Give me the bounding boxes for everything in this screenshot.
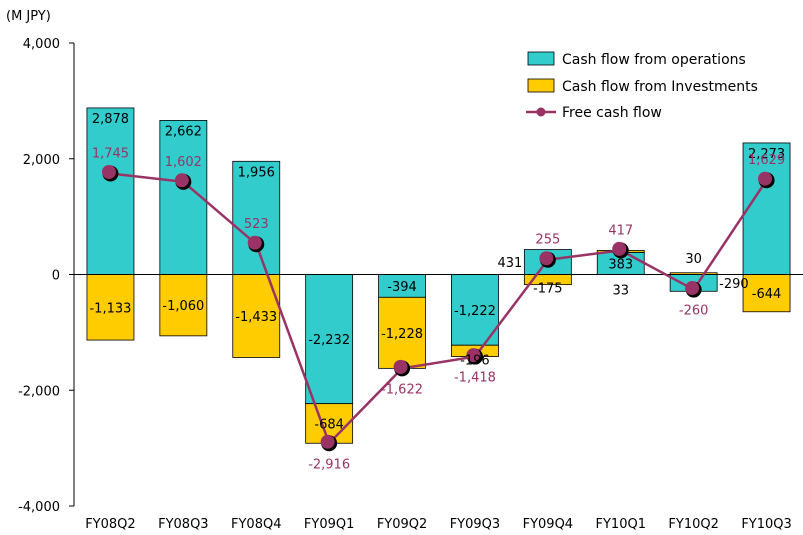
free-cash-flow-value-label: 1,602 — [165, 155, 202, 170]
free-cash-flow-point-FY10Q3 — [758, 171, 773, 186]
legend-swatch-investments — [527, 78, 555, 93]
free-cash-flow-point-FY09Q3 — [466, 348, 481, 363]
legend-swatch-operations — [527, 51, 555, 66]
free-cash-flow-point-FY08Q2 — [101, 165, 116, 180]
free-cash-flow-value-label: 417 — [608, 223, 633, 238]
operations-value-label: 383 — [608, 257, 633, 272]
free-cash-flow-point-FY10Q2 — [685, 281, 700, 296]
y-tick-label: 2,000 — [23, 153, 60, 168]
free-cash-flow-value-label: 1,745 — [92, 147, 129, 162]
operations-bar-FY08Q2 — [86, 107, 135, 275]
axes-layer: -4,000 -2,000 0 2,000 4,000 FY08Q2 FY08Q3 FY08Q… — [18, 37, 803, 532]
investments-value-label: -1,228 — [381, 327, 423, 342]
operations-value-label: 2,273 — [748, 147, 785, 162]
free-cash-flow-value-label: 523 — [244, 217, 269, 232]
operations-bar-FY08Q3 — [159, 120, 208, 275]
operations-value-label: 1,956 — [238, 165, 275, 180]
bars-layer — [86, 107, 791, 444]
free-cash-flow-value-label: 1,629 — [748, 153, 785, 168]
x-tick-label-FY10Q1: FY10Q1 — [596, 517, 646, 532]
investments-value-label: 33 — [612, 284, 629, 299]
investments-value-label: -196 — [460, 354, 490, 369]
free-cash-flow-value-label: -1,418 — [454, 371, 496, 386]
operations-value-label: -1,222 — [454, 304, 496, 319]
investments-bar-FY08Q3 — [159, 274, 208, 337]
free-cash-flow-point-FY08Q4 — [247, 235, 262, 250]
free-cash-flow-value-label: -2,916 — [308, 457, 350, 472]
investments-bar-FY08Q2 — [86, 274, 135, 341]
y-axis-unit-label: (M JPY) — [6, 9, 51, 24]
operations-value-label: -2,232 — [308, 333, 350, 348]
investments-bar-FY09Q2 — [378, 296, 426, 369]
x-tick-label-FY10Q3: FY10Q3 — [741, 517, 791, 532]
free-cash-flow-point-FY09Q4 — [539, 251, 554, 266]
data-labels-layer: 2,878 -1,133 1,745 2,662 -1,060 1,602 1,956 -1,… — [89, 112, 785, 472]
investments-value-label: -1,060 — [162, 299, 204, 314]
operations-bar-FY08Q4 — [232, 160, 281, 275]
free-cash-flow-point-FY09Q2 — [393, 359, 408, 374]
free-cash-flow-value-label: -260 — [679, 304, 709, 319]
x-tick-label-FY08Q4: FY08Q4 — [231, 517, 281, 532]
investments-value-label: -1,433 — [235, 310, 277, 325]
investments-bar-FY10Q3 — [742, 274, 791, 313]
x-tick-label-FY09Q4: FY09Q4 — [523, 517, 573, 532]
y-tick-label: -4,000 — [18, 500, 60, 515]
legend-label: Free cash flow — [562, 105, 662, 121]
free-cash-flow-value-label: 255 — [535, 233, 560, 248]
x-tick-label-FY10Q2: FY10Q2 — [668, 517, 718, 532]
operations-value-label: -394 — [387, 280, 417, 295]
x-tick-label-FY09Q3: FY09Q3 — [450, 517, 500, 532]
free-cash-flow-point-FY09Q1 — [320, 434, 335, 449]
y-tick-label: -2,000 — [18, 384, 60, 399]
operations-value-label: 431 — [498, 256, 523, 271]
y-tick-label: 4,000 — [23, 37, 60, 52]
x-tick-label-FY08Q2: FY08Q2 — [85, 517, 135, 532]
x-tick-label-FY09Q1: FY09Q1 — [304, 517, 354, 532]
investments-value-label: -175 — [533, 282, 563, 297]
free-cash-flow-point-FY08Q3 — [174, 173, 189, 188]
investments-value-label: -684 — [314, 417, 344, 432]
operations-value-label: 2,878 — [92, 112, 129, 127]
x-tick-label-FY09Q2: FY09Q2 — [377, 517, 427, 532]
investments-value-label: -1,133 — [89, 301, 131, 316]
investments-value-label: -644 — [752, 287, 782, 302]
legend-label: Cash flow from operations — [562, 52, 746, 68]
free-cash-flow-line — [110, 172, 768, 446]
x-tick-label-FY08Q3: FY08Q3 — [158, 517, 208, 532]
free-cash-flow-point-FY10Q1 — [612, 241, 627, 256]
legend-marker-free-cash-flow — [536, 107, 546, 117]
legend: Cash flow from operations Cash flow from … — [526, 51, 758, 121]
legend-label: Cash flow from Investments — [562, 79, 758, 95]
operations-value-label: 2,662 — [165, 124, 202, 139]
y-tick-label: 0 — [52, 269, 60, 284]
operations-value-label: -290 — [719, 277, 749, 292]
free-cash-flow-line-layer — [101, 165, 775, 452]
investments-value-label: 30 — [685, 252, 702, 267]
operations-bar-FY10Q3 — [742, 142, 791, 275]
free-cash-flow-value-label: -1,622 — [381, 382, 423, 397]
